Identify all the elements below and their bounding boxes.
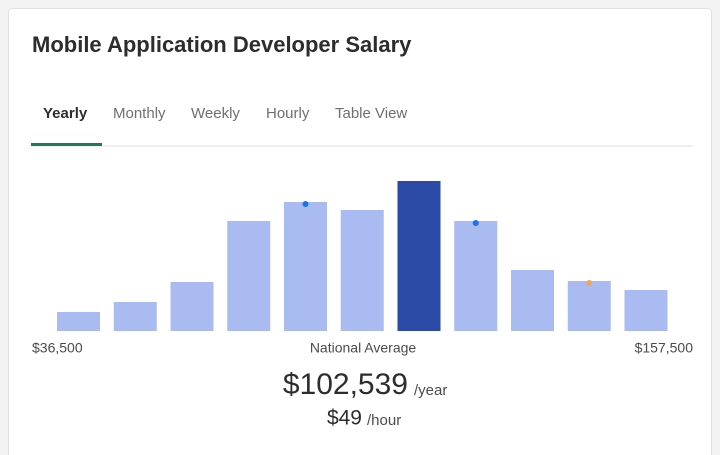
tab[interactable]: Weekly [191, 105, 240, 122]
bar [170, 282, 214, 331]
min-label: $36,500 [32, 340, 83, 356]
marker-dot [586, 280, 593, 286]
active-tab-indicator [31, 143, 102, 146]
bar [57, 312, 100, 331]
bar [113, 302, 157, 331]
bar [284, 202, 327, 331]
tab[interactable]: Table View [335, 105, 407, 122]
histogram [57, 181, 668, 331]
marker-dot [472, 220, 479, 226]
yearly-average: $102,539 [283, 368, 408, 401]
hourly-average: $49 [327, 407, 362, 430]
bar [227, 221, 271, 331]
tab[interactable]: Yearly [43, 105, 88, 122]
tab[interactable]: Monthly [113, 105, 166, 122]
tab[interactable]: Hourly [266, 105, 310, 122]
title: Mobile Application Developer Salary [32, 32, 412, 57]
center-label: National Average [310, 340, 417, 356]
bar [454, 221, 498, 331]
bar [511, 270, 554, 331]
bar [624, 290, 668, 331]
hourly-unit: /hour [367, 412, 401, 429]
max-label: $157,500 [635, 340, 694, 356]
bar [397, 181, 441, 331]
bar [567, 281, 611, 331]
marker-dot [302, 201, 309, 207]
yearly-unit: /year [414, 382, 447, 399]
bar [340, 210, 384, 331]
